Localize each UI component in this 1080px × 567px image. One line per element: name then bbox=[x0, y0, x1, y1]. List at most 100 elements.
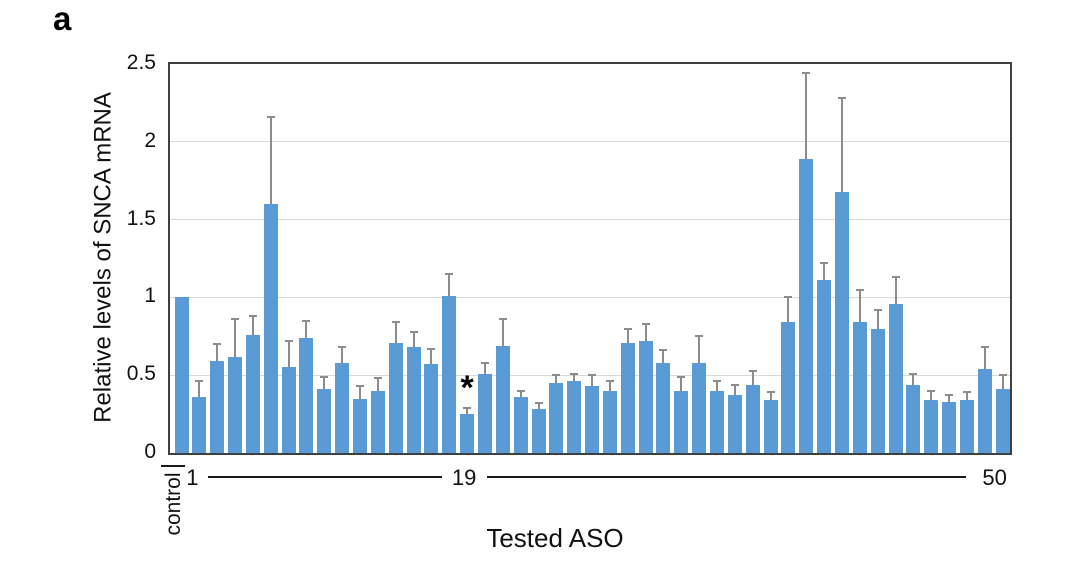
error-bar-cap bbox=[820, 262, 829, 265]
error-bar-cap bbox=[730, 383, 739, 386]
error-bar bbox=[519, 390, 522, 397]
bar bbox=[852, 322, 867, 453]
y-tick-label: 1 bbox=[144, 284, 156, 308]
gridline bbox=[170, 141, 1010, 143]
error-bar-cap bbox=[766, 391, 775, 394]
error-bar-cap bbox=[266, 115, 275, 118]
bar bbox=[531, 409, 546, 453]
bar bbox=[977, 368, 992, 453]
error-bar-cap bbox=[980, 346, 989, 349]
error-bar bbox=[483, 362, 486, 374]
error-bar-cap bbox=[784, 296, 793, 299]
error-bar bbox=[912, 373, 915, 385]
error-bar bbox=[894, 277, 897, 304]
error-bar-cap bbox=[641, 322, 650, 325]
error-bar-cap bbox=[231, 318, 240, 321]
bar bbox=[299, 337, 314, 453]
error-bar-cap bbox=[605, 380, 614, 383]
error-bar-cap bbox=[427, 347, 436, 350]
error-bar bbox=[769, 392, 772, 401]
bar bbox=[620, 342, 635, 453]
bar bbox=[942, 401, 957, 453]
error-bar bbox=[591, 375, 594, 387]
error-bar bbox=[430, 348, 433, 365]
error-bar-cap bbox=[891, 276, 900, 279]
error-bar bbox=[930, 390, 933, 401]
error-bar bbox=[983, 347, 986, 369]
bar bbox=[210, 361, 225, 453]
bar bbox=[406, 347, 421, 453]
error-bar-cap bbox=[195, 380, 204, 383]
error-bar bbox=[269, 116, 272, 205]
error-bar bbox=[680, 376, 683, 391]
axis-line-segment bbox=[487, 476, 966, 478]
bar bbox=[710, 390, 724, 453]
y-tick-label: 2.5 bbox=[126, 51, 156, 74]
error-bar bbox=[305, 320, 308, 338]
bar bbox=[263, 204, 278, 453]
error-bar bbox=[608, 381, 611, 391]
bar bbox=[567, 381, 582, 453]
error-bar bbox=[662, 350, 665, 363]
error-bar-cap bbox=[320, 375, 329, 378]
error-bar bbox=[751, 370, 754, 385]
y-tick-label: 0.5 bbox=[126, 362, 156, 386]
bar bbox=[174, 297, 189, 453]
bar bbox=[799, 158, 814, 453]
error-bar-cap bbox=[802, 72, 811, 75]
bar bbox=[692, 362, 707, 453]
bar bbox=[317, 389, 332, 453]
error-bar-cap bbox=[356, 385, 364, 388]
error-bar bbox=[448, 274, 451, 296]
error-bar-cap bbox=[873, 308, 882, 311]
error-bar bbox=[234, 319, 237, 357]
y-tick-label: 1.5 bbox=[126, 206, 156, 230]
bar bbox=[460, 414, 475, 453]
error-bar bbox=[876, 309, 879, 329]
x-axis-title: Tested ASO bbox=[486, 523, 624, 553]
error-bar bbox=[251, 316, 254, 335]
error-bar-cap bbox=[445, 273, 454, 276]
bar bbox=[745, 384, 760, 453]
error-bar bbox=[626, 328, 629, 343]
error-bar-cap bbox=[516, 389, 525, 392]
x-tick-label: 1 bbox=[186, 465, 199, 490]
error-bar bbox=[359, 386, 361, 399]
bar bbox=[192, 396, 207, 453]
error-bar bbox=[216, 344, 219, 362]
panel-label: a bbox=[53, 0, 72, 37]
error-bar-cap bbox=[588, 374, 597, 377]
error-bar bbox=[698, 336, 701, 363]
error-bar-cap bbox=[855, 288, 864, 291]
error-bar-cap bbox=[945, 394, 954, 397]
error-bar-cap bbox=[302, 319, 311, 322]
error-bar bbox=[787, 297, 790, 323]
bar bbox=[228, 356, 243, 453]
bar bbox=[495, 345, 510, 453]
y-axis-title: Relative levels of SNCA mRNA bbox=[89, 92, 117, 423]
error-bar bbox=[858, 289, 861, 323]
bar bbox=[834, 191, 849, 453]
error-bar bbox=[412, 331, 415, 348]
error-bar bbox=[376, 378, 379, 391]
bar bbox=[727, 395, 742, 453]
error-bar-cap bbox=[623, 327, 632, 330]
error-bar-cap bbox=[480, 361, 489, 364]
bar bbox=[549, 382, 564, 453]
bar bbox=[781, 322, 796, 453]
error-bar bbox=[644, 323, 647, 341]
bar bbox=[281, 367, 296, 453]
bar bbox=[906, 384, 921, 453]
bar bbox=[245, 334, 260, 453]
error-bar-cap bbox=[570, 372, 579, 375]
bar bbox=[442, 295, 457, 453]
bar bbox=[513, 396, 528, 453]
error-bar-cap bbox=[391, 321, 400, 324]
error-bar-cap bbox=[998, 374, 1007, 377]
bar bbox=[602, 390, 617, 453]
error-bar bbox=[840, 98, 843, 192]
error-bar-cap bbox=[338, 346, 347, 349]
bar bbox=[959, 400, 974, 453]
error-bar-cap bbox=[713, 380, 721, 383]
